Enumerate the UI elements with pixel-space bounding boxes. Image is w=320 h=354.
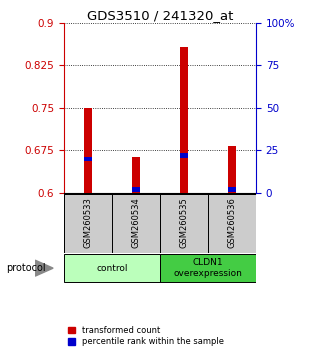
Bar	[180, 47, 188, 193]
Text: GDS3510 / 241320_at: GDS3510 / 241320_at	[87, 9, 233, 22]
Text: CLDN1
overexpression: CLDN1 overexpression	[173, 258, 243, 278]
Bar	[160, 194, 208, 252]
Bar	[228, 187, 236, 192]
Text: GSM260536: GSM260536	[228, 198, 236, 249]
Bar	[132, 187, 140, 192]
Bar	[84, 157, 92, 161]
Bar	[84, 108, 92, 193]
Text: GSM260533: GSM260533	[84, 198, 92, 249]
Bar	[160, 254, 256, 282]
Text: control: control	[96, 264, 128, 273]
Bar	[208, 194, 256, 252]
Text: GSM260535: GSM260535	[180, 198, 188, 249]
Bar	[180, 153, 188, 158]
Text: protocol: protocol	[6, 263, 46, 273]
Bar	[112, 194, 160, 252]
Legend: transformed count, percentile rank within the sample: transformed count, percentile rank withi…	[68, 326, 223, 346]
Bar	[132, 157, 140, 193]
Polygon shape	[35, 260, 53, 276]
Bar	[64, 254, 160, 282]
Text: GSM260534: GSM260534	[132, 198, 140, 249]
Bar	[64, 194, 112, 252]
Bar	[228, 147, 236, 193]
